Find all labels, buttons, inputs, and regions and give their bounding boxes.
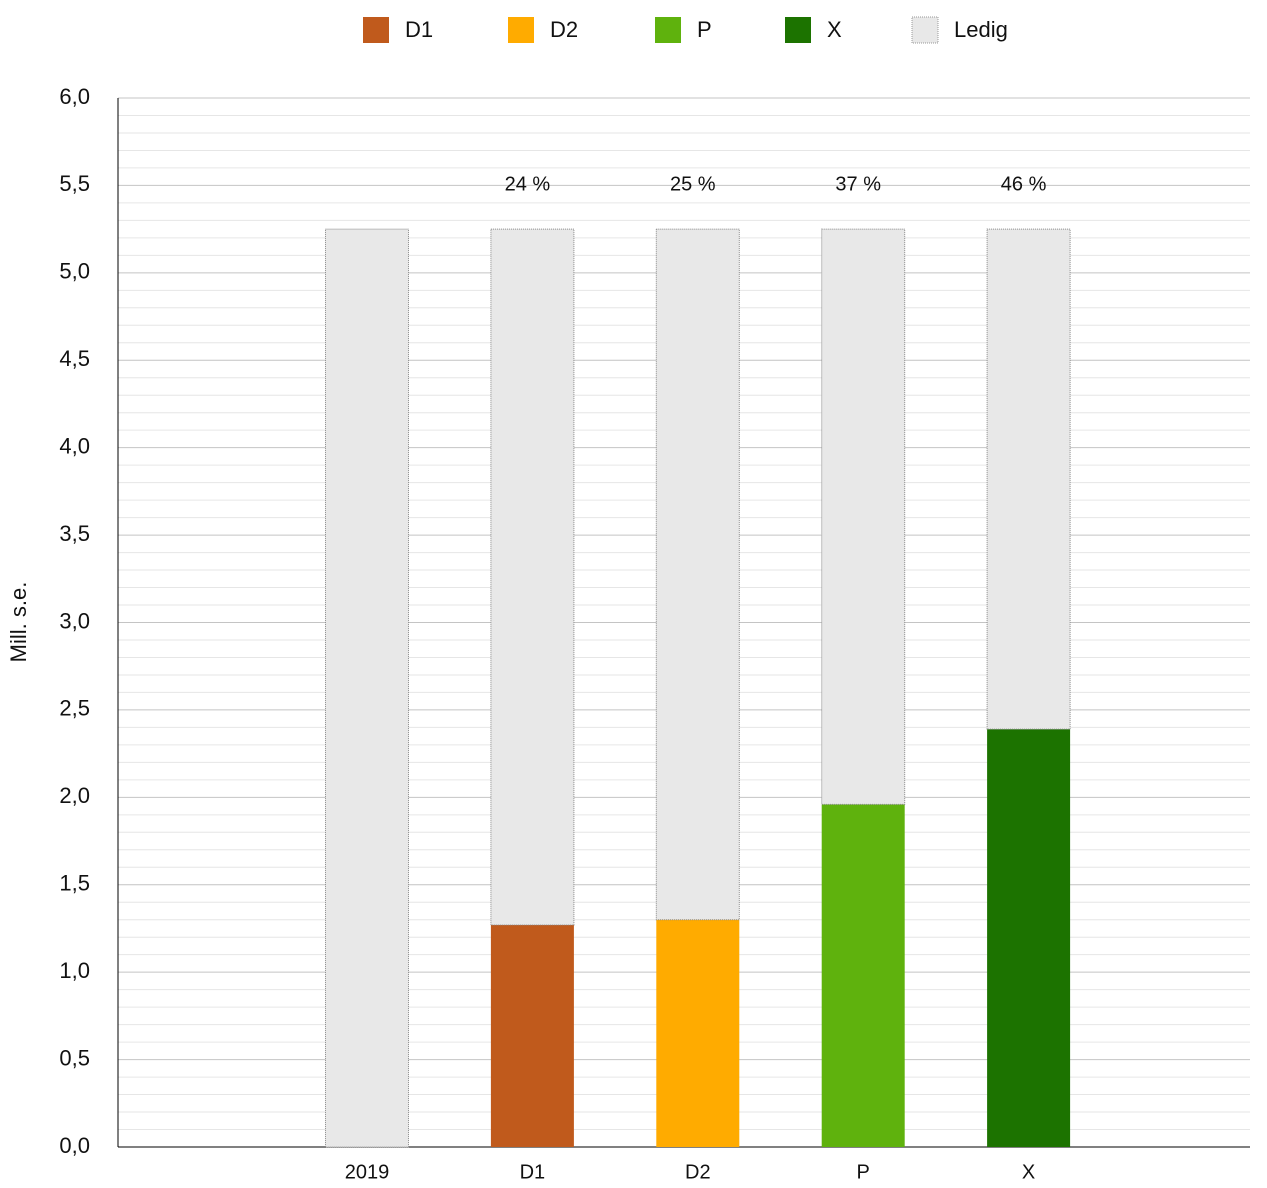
y-tick-label: 1,5 bbox=[59, 871, 90, 896]
legend-swatch bbox=[363, 17, 389, 43]
y-tick-label: 6,0 bbox=[59, 84, 90, 109]
x-tick-label: P bbox=[857, 1161, 870, 1183]
y-tick-label: 3,0 bbox=[59, 608, 90, 633]
legend-label: D1 bbox=[405, 17, 433, 42]
bar-segment bbox=[325, 228, 409, 1148]
share-label: 46 % bbox=[1001, 174, 1047, 196]
y-tick-label: 0,5 bbox=[59, 1045, 90, 1070]
y-tick-label: 2,0 bbox=[59, 783, 90, 808]
share-label: 37 % bbox=[835, 174, 881, 196]
legend-swatch bbox=[785, 17, 811, 43]
bar-segment bbox=[821, 228, 906, 805]
legend-label: P bbox=[697, 17, 712, 42]
legend-swatch bbox=[655, 17, 681, 43]
x-tick-label: X bbox=[1022, 1161, 1035, 1183]
y-tick-label: 1,0 bbox=[59, 958, 90, 983]
bar-segment bbox=[987, 729, 1071, 1147]
share-label: 24 % bbox=[505, 174, 551, 196]
bar-segment bbox=[656, 919, 740, 1147]
bar-segment bbox=[490, 228, 575, 926]
y-axis-title: Mill. s.e. bbox=[6, 582, 31, 663]
y-tick-label: 4,0 bbox=[59, 433, 90, 458]
legend-label: Ledig bbox=[954, 17, 1008, 42]
legend-label: D2 bbox=[550, 17, 578, 42]
y-tick-label: 5,5 bbox=[59, 171, 90, 196]
legend-swatch bbox=[508, 17, 534, 43]
y-tick-label: 0,0 bbox=[59, 1133, 90, 1158]
legend-label: X bbox=[827, 17, 842, 42]
x-tick-label: 2019 bbox=[345, 1161, 390, 1183]
bar-segment bbox=[821, 804, 905, 1147]
y-tick-label: 2,5 bbox=[59, 696, 90, 721]
bar-segment bbox=[655, 228, 740, 921]
bar-segment bbox=[490, 924, 574, 1147]
y-tick-label: 5,0 bbox=[59, 259, 90, 284]
legend-swatch bbox=[911, 16, 939, 44]
share-label: 25 % bbox=[670, 174, 716, 196]
x-tick-label: D1 bbox=[520, 1161, 546, 1183]
bar-segment bbox=[986, 228, 1071, 730]
x-tick-label: D2 bbox=[685, 1161, 711, 1183]
y-tick-label: 4,5 bbox=[59, 346, 90, 371]
y-tick-label: 3,5 bbox=[59, 521, 90, 546]
